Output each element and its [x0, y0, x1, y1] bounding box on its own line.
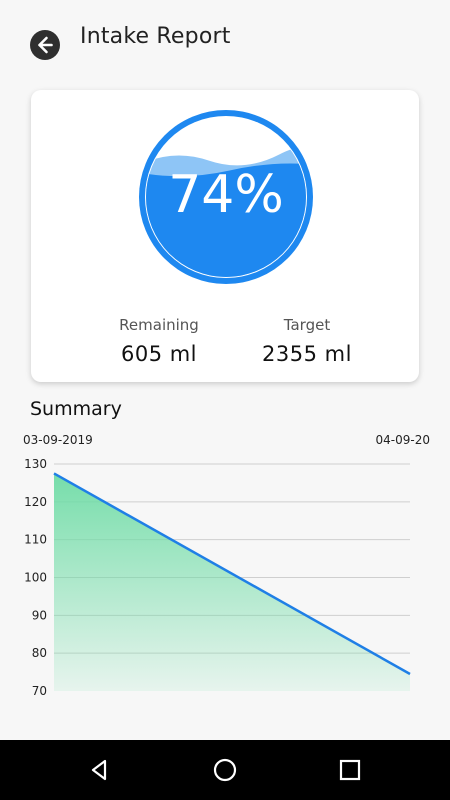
app-header: Intake Report — [0, 0, 450, 86]
progress-gauge — [139, 110, 313, 284]
intake-area — [54, 473, 410, 691]
remaining-stat: Remaining 605 ml — [79, 316, 239, 366]
target-stat: Target 2355 ml — [227, 316, 387, 366]
nav-home-icon[interactable] — [209, 754, 241, 786]
y-tick-label: 100 — [24, 571, 47, 585]
remaining-value: 605 ml — [120, 342, 198, 366]
y-tick-label: 120 — [24, 495, 47, 509]
target-value: 2355 ml — [262, 342, 352, 366]
progress-percent: 74% — [168, 165, 284, 225]
intake-line — [53, 472, 411, 676]
back-button[interactable] — [30, 30, 60, 60]
remaining-label: Remaining — [119, 316, 199, 334]
y-tick-label: 70 — [32, 684, 47, 698]
summary-chart: 70 80 90 100 110 120 130 — [24, 457, 411, 698]
y-tick-label: 110 — [24, 533, 47, 547]
start-date-label: 03-09-2019 — [23, 433, 93, 447]
intake-card: 74% Remaining 605 ml Target 2355 ml — [31, 90, 419, 382]
y-tick-label: 80 — [32, 646, 47, 660]
end-date-label: 04-09-20 — [375, 433, 430, 447]
arrow-left-icon — [38, 36, 53, 54]
nav-recents-icon[interactable] — [334, 754, 366, 786]
y-tick-label: 90 — [32, 608, 47, 622]
summary-title: Summary — [30, 398, 122, 420]
water-fill — [146, 163, 306, 277]
y-tick-label: 130 — [24, 457, 47, 471]
target-label: Target — [283, 316, 331, 334]
page-title: Intake Report — [80, 24, 231, 49]
nav-back-icon[interactable] — [84, 754, 116, 786]
system-nav-bar — [0, 740, 450, 800]
